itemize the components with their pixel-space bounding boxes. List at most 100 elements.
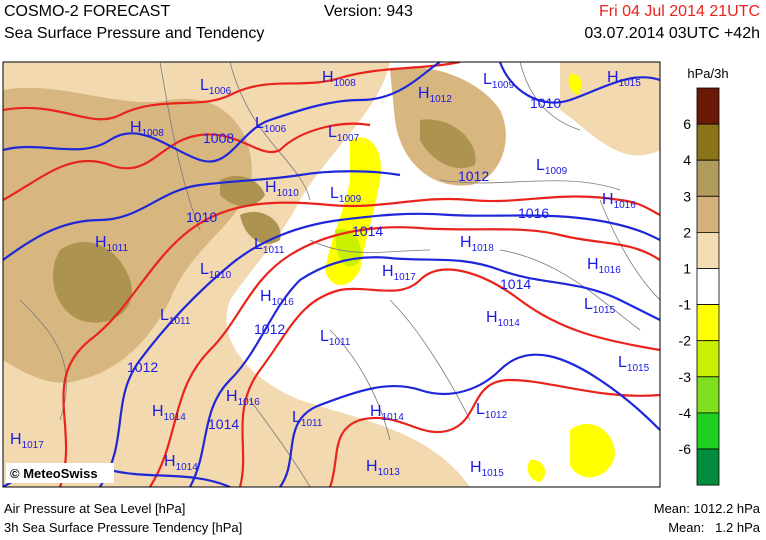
- center-pressure: 1018: [472, 243, 495, 254]
- tendency-area: [52, 241, 132, 323]
- isobar-label: 1016: [518, 205, 549, 221]
- colorbar-label: -3: [679, 369, 692, 385]
- center-letter: H: [460, 234, 472, 251]
- version: Version: 943: [324, 3, 413, 20]
- colorbar-swatch: [696, 376, 720, 414]
- center-pressure: 1016: [614, 200, 637, 211]
- center-pressure: 1009: [492, 80, 515, 91]
- pressure-center: L1006: [200, 77, 232, 97]
- colorbar-swatch: [696, 340, 720, 378]
- legend-unit: hPa/3h: [687, 66, 728, 81]
- center-letter: H: [265, 179, 277, 196]
- title: COSMO-2 FORECAST: [4, 3, 170, 20]
- tendency-area: [527, 74, 615, 483]
- pressure-center: L1011: [320, 328, 351, 348]
- pressure-center: L1011: [292, 409, 323, 429]
- center-letter: L: [292, 409, 301, 426]
- pressure-center: L1010: [200, 261, 232, 281]
- pressure-center: H1014: [486, 309, 520, 329]
- colorbar-label: -2: [679, 333, 692, 349]
- colorbar-label: -4: [679, 405, 692, 421]
- isobar: [99, 212, 660, 487]
- isobar: [58, 195, 660, 487]
- isobar: [149, 226, 660, 487]
- pressure-center: H1013: [366, 458, 400, 478]
- center-pressure: 1016: [238, 397, 261, 408]
- isobar-label: 1010: [186, 209, 217, 225]
- subtitle: Sea Surface Pressure and Tendency: [4, 25, 264, 42]
- pressure-center: H1014: [152, 403, 186, 423]
- pressure-center: L1011: [160, 307, 191, 327]
- center-pressure: 1009: [545, 166, 568, 177]
- center-letter: L: [536, 157, 545, 174]
- center-pressure: 1013: [378, 467, 401, 478]
- pressure-center: H1016: [602, 191, 636, 211]
- pressure-center: L1011: [254, 236, 285, 256]
- center-pressure: 1015: [593, 305, 616, 316]
- colorbar-swatch: [696, 87, 720, 125]
- center-pressure: 1011: [263, 245, 285, 256]
- center-letter: H: [10, 431, 22, 448]
- center-pressure: 1007: [337, 133, 360, 144]
- colorbar-label: 2: [683, 224, 691, 240]
- center-letter: L: [320, 328, 329, 345]
- colorbar-swatch: [696, 448, 720, 486]
- pressure-center: H1016: [226, 388, 260, 408]
- center-letter: H: [486, 309, 498, 326]
- isobar-label: 1008: [203, 130, 234, 146]
- center-pressure: 1012: [485, 410, 508, 421]
- center-pressure: 1006: [264, 124, 287, 135]
- pressure-center: H1016: [587, 256, 621, 276]
- isobar-label: 1014: [208, 416, 239, 432]
- pressure-center: H1008: [130, 119, 164, 139]
- tendency-area: [560, 62, 660, 156]
- center-letter: H: [260, 288, 272, 305]
- isobar: [189, 256, 660, 487]
- center-letter: H: [322, 69, 334, 86]
- center-letter: L: [160, 307, 169, 324]
- pressure-label: Air Pressure at Sea Level [hPa]: [4, 501, 185, 516]
- pressure-center: L1009: [330, 185, 362, 205]
- center-letter: L: [200, 261, 209, 278]
- center-pressure: 1011: [301, 418, 323, 429]
- center-letter: H: [370, 403, 382, 420]
- center-letter: H: [470, 459, 482, 476]
- center-letter: H: [164, 453, 176, 470]
- pressure-center: H1016: [260, 288, 294, 308]
- colorbar-label: 1: [683, 261, 691, 277]
- map-frame: [2, 61, 661, 488]
- tendency-area: [220, 175, 281, 244]
- center-letter: H: [226, 388, 238, 405]
- colorbar-label: 6: [683, 116, 691, 132]
- center-pressure: 1010: [277, 188, 300, 199]
- center-pressure: 1014: [176, 462, 199, 473]
- pressure-center: L1015: [618, 354, 650, 374]
- center-letter: H: [152, 403, 164, 420]
- center-letter: L: [255, 115, 264, 132]
- isobar-label: 1014: [500, 276, 531, 292]
- colorbar-swatch: [696, 195, 720, 233]
- colorbar-label: 4: [683, 152, 691, 168]
- valid-time: Fri 04 Jul 2014 21UTC: [599, 3, 760, 20]
- center-pressure: 1014: [498, 318, 521, 329]
- isobar-label: 1012: [127, 359, 158, 375]
- isobar: [498, 62, 660, 104]
- tendency-mean: Mean: 1.2 hPa: [668, 520, 761, 535]
- center-pressure: 1015: [619, 78, 642, 89]
- isobar-label: 1012: [458, 168, 489, 184]
- center-letter: H: [418, 85, 430, 102]
- center-letter: H: [382, 263, 394, 280]
- pressure-center: H1011: [95, 234, 129, 254]
- isobar: [238, 268, 660, 487]
- pressure-center: L1007: [328, 124, 360, 144]
- center-letter: L: [483, 71, 492, 88]
- center-pressure: 1015: [482, 468, 505, 479]
- center-pressure: 1014: [164, 412, 187, 423]
- center-letter: H: [602, 191, 614, 208]
- center-letter: L: [200, 77, 209, 94]
- pressure-center: H1014: [164, 453, 198, 473]
- pressure-center: H1012: [418, 85, 452, 105]
- center-pressure: 1006: [209, 86, 232, 97]
- credit-box: [6, 463, 114, 483]
